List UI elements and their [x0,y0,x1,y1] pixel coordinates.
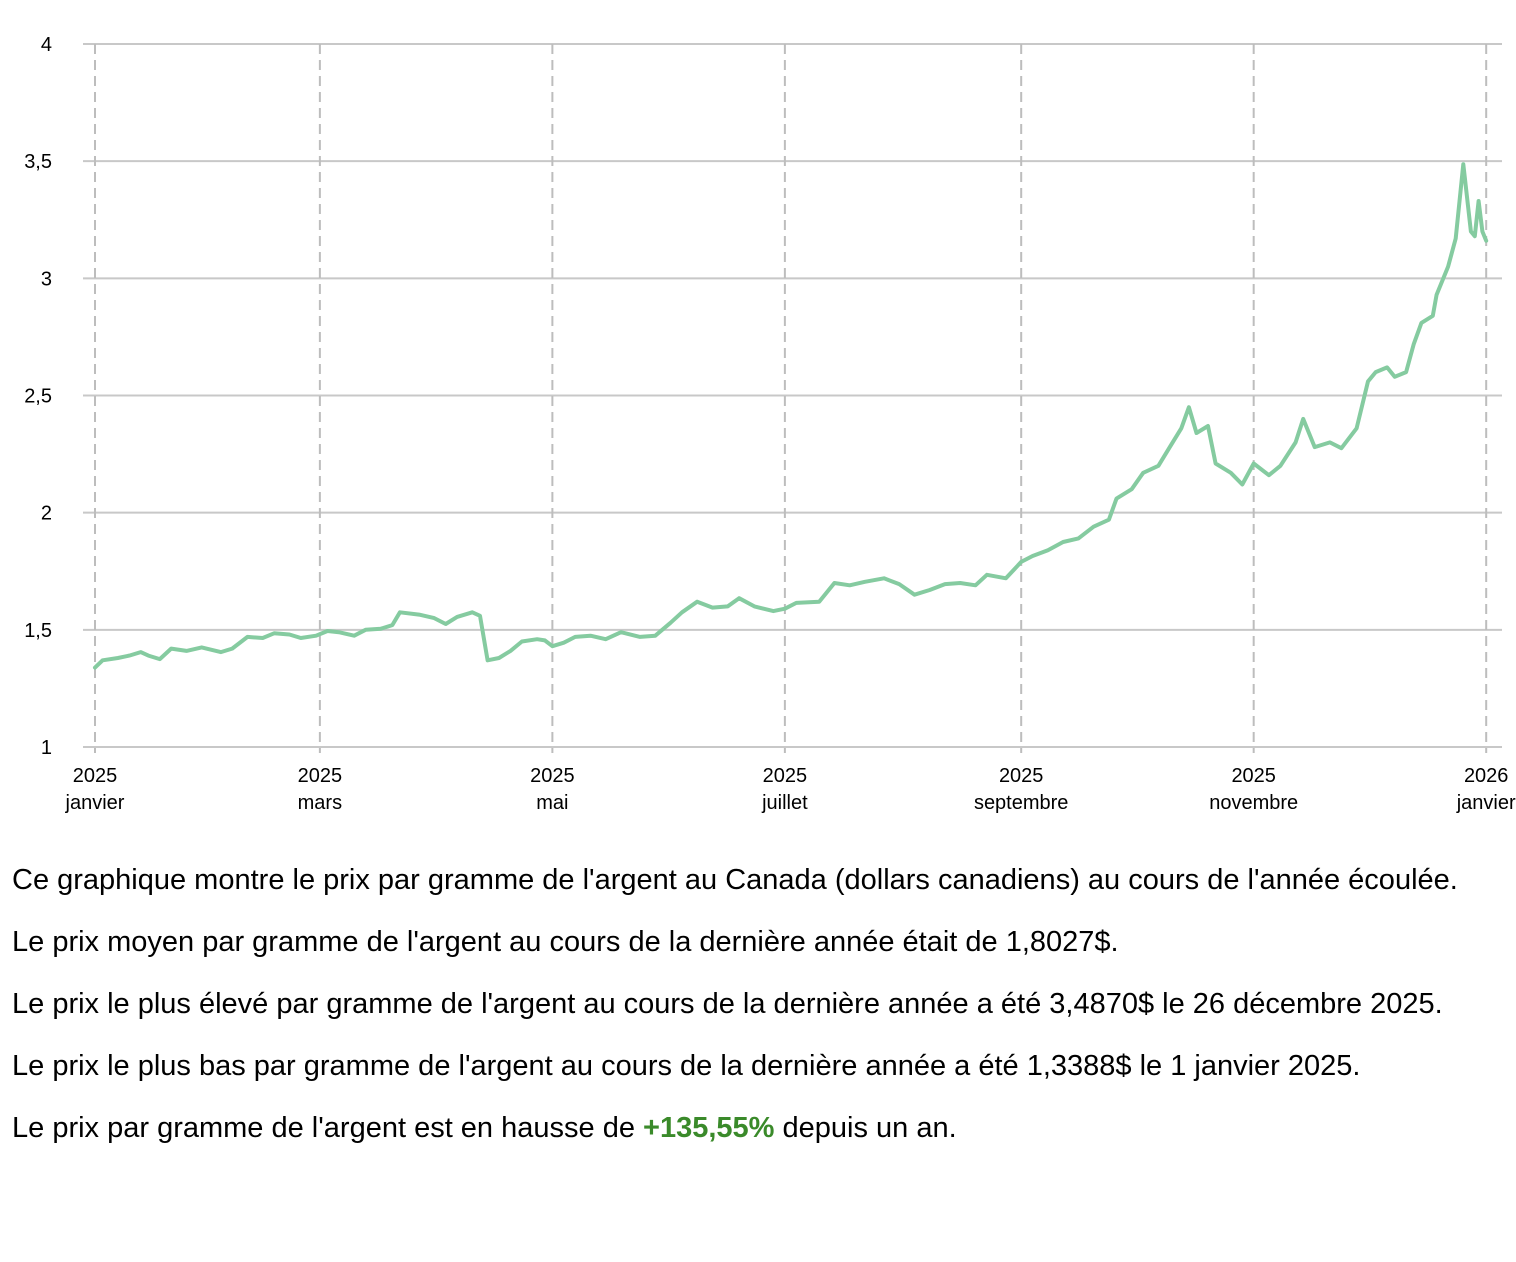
y-tick-label: 1,5 [24,620,52,642]
x-tick-year: 2025 [1231,765,1276,787]
x-tick-year: 2025 [298,765,343,787]
change-text-after: depuis un an. [774,1112,957,1144]
y-tick-label: 2 [41,503,52,525]
x-tick-month: janvier [65,792,125,814]
y-tick-label: 1 [41,737,52,759]
x-tick-year: 2026 [1464,765,1509,787]
y-tick-label: 3 [41,268,52,290]
description-summary: Ce graphique montre le prix par gramme d… [12,864,1458,896]
x-tick-month: mars [298,792,342,814]
x-tick-month: septembre [974,792,1069,814]
price-chart: 1 1,5 2 2,5 3 3,5 4 2025 janvier 2025 mars 2025 mai 2… [24,34,1516,814]
x-tick-month: janvier [1456,792,1516,814]
description-lowest: Le prix le plus bas par gramme de l'arge… [12,1050,1361,1082]
description-highest: Le prix le plus élevé par gramme de l'ar… [12,988,1443,1020]
chart-description: Ce graphique montre le prix par gramme d… [12,858,1508,1168]
price-line [93,162,1489,670]
description-change: Le prix par gramme de l'argent est en ha… [12,1106,1508,1150]
description-average: Le prix moyen par gramme de l'argent au … [12,926,1119,958]
x-tick-month: juillet [761,792,808,814]
y-tick-label: 3,5 [24,151,52,173]
x-tick-year: 2025 [73,765,118,787]
change-percentage: +135,55% [643,1112,775,1144]
change-text-before: Le prix par gramme de l'argent est en ha… [12,1112,644,1144]
y-tick-label: 2,5 [24,386,52,408]
x-tick-month: mai [536,792,568,814]
x-tick-year: 2025 [530,765,575,787]
x-tick-year: 2025 [763,765,808,787]
x-tick-year: 2025 [999,765,1044,787]
x-tick-month: novembre [1209,792,1298,814]
chart-svg: 1 1,5 2 2,5 3 3,5 4 2025 janvier 2025 mars 2025 mai 2… [24,34,1516,814]
y-tick-label: 4 [41,34,52,56]
